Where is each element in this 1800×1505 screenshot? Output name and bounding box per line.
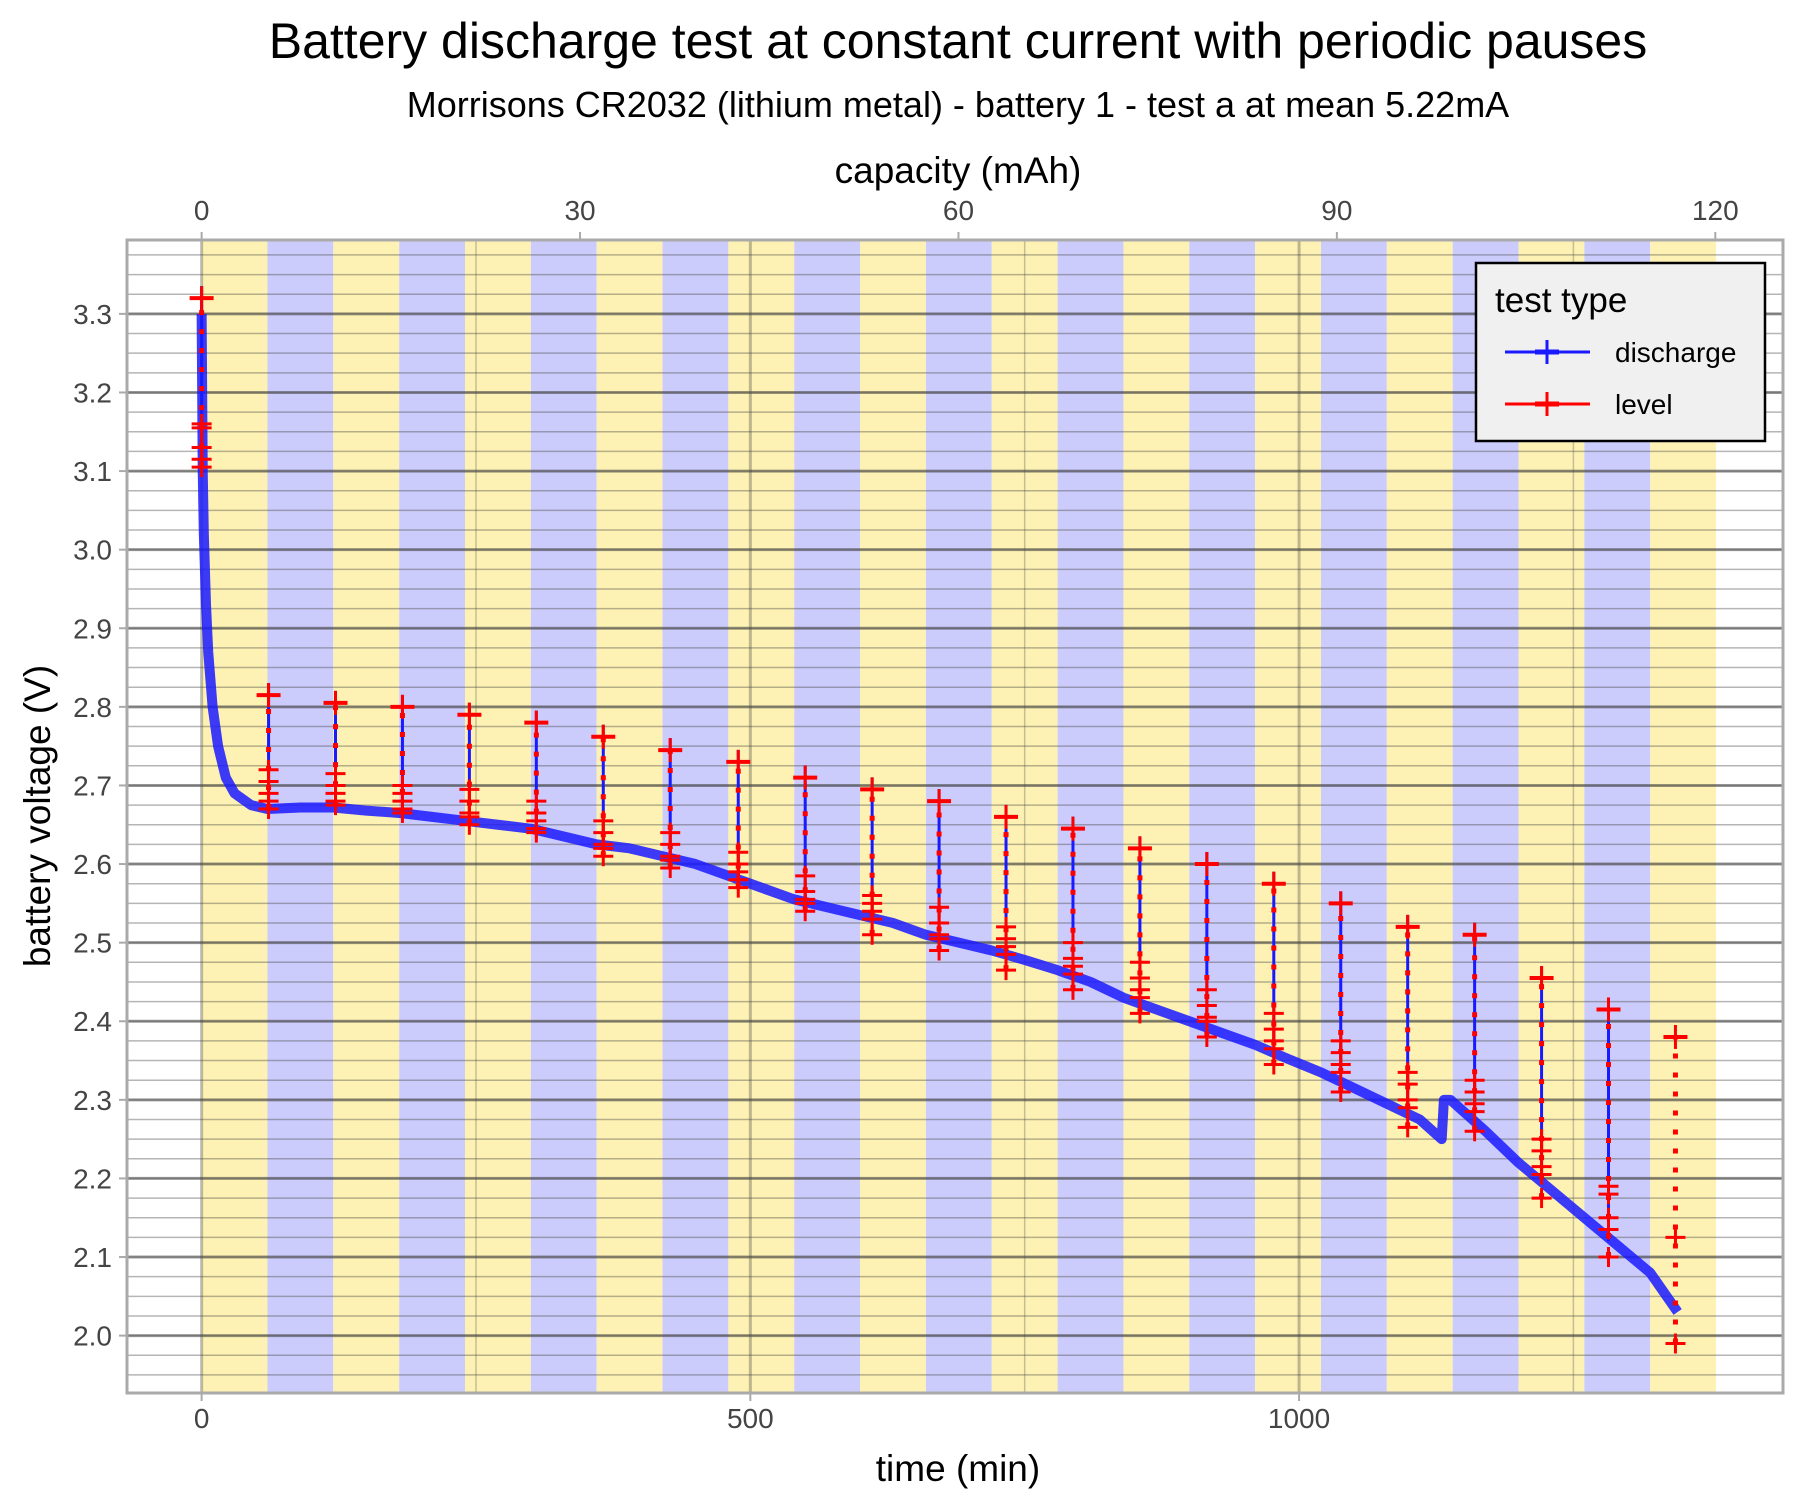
x2-tick-label: 120 xyxy=(1692,195,1739,226)
x2-axis-title: capacity (mAh) xyxy=(835,150,1082,191)
test-band xyxy=(1123,240,1190,1393)
chart-subtitle: Morrisons CR2032 (lithium metal) - batte… xyxy=(407,84,1509,125)
test-band xyxy=(925,240,992,1393)
y-tick-label: 2.4 xyxy=(73,1006,112,1037)
test-band xyxy=(1057,240,1124,1393)
legend-title: test type xyxy=(1495,281,1627,320)
test-band xyxy=(1189,240,1256,1393)
y-tick-label: 3.2 xyxy=(73,377,112,408)
test-band xyxy=(1320,240,1387,1393)
chart-title: Battery discharge test at constant curre… xyxy=(269,13,1648,69)
test-band xyxy=(530,240,597,1393)
x-tick-label: 0 xyxy=(194,1403,210,1434)
legend: test type discharge level xyxy=(1474,261,1767,443)
test-band xyxy=(201,240,268,1393)
legend-label-level: level xyxy=(1615,389,1673,420)
y-tick-label: 2.8 xyxy=(73,692,112,723)
y-tick-label: 2.3 xyxy=(73,1085,112,1116)
test-band xyxy=(1255,240,1321,1393)
y-tick-label: 2.7 xyxy=(73,770,112,801)
x2-tick-label: 30 xyxy=(564,195,595,226)
legend-key-discharge xyxy=(1505,340,1590,364)
x-tick-label: 500 xyxy=(727,1403,774,1434)
test-band xyxy=(1386,240,1453,1393)
x-axis-title: time (min) xyxy=(876,1448,1040,1489)
discharge-line xyxy=(196,313,1682,1315)
test-band xyxy=(662,240,729,1393)
y-tick-label: 2.5 xyxy=(73,928,112,959)
y-tick-label: 2.9 xyxy=(73,613,112,644)
y-tick-label: 3.3 xyxy=(73,299,112,330)
y-axis-title: battery voltage (V) xyxy=(17,665,58,967)
test-band xyxy=(596,240,663,1393)
y-tick-label: 2.2 xyxy=(73,1163,112,1194)
legend-key-level xyxy=(1505,392,1590,416)
x2-tick-label: 90 xyxy=(1321,195,1352,226)
y-tick-label: 2.6 xyxy=(73,849,112,880)
y-tick-label: 2.1 xyxy=(73,1242,112,1273)
test-band xyxy=(267,240,334,1393)
legend-label-discharge: discharge xyxy=(1615,337,1736,368)
x2-tick-label: 0 xyxy=(194,195,210,226)
plot-border xyxy=(125,238,1785,1395)
y-tick-label: 3.1 xyxy=(73,456,112,487)
y-tick-label: 2.0 xyxy=(73,1321,112,1352)
x2-tick-label: 60 xyxy=(943,195,974,226)
y-tick-label: 3.0 xyxy=(73,535,112,566)
x-tick-label: 1000 xyxy=(1268,1403,1330,1434)
